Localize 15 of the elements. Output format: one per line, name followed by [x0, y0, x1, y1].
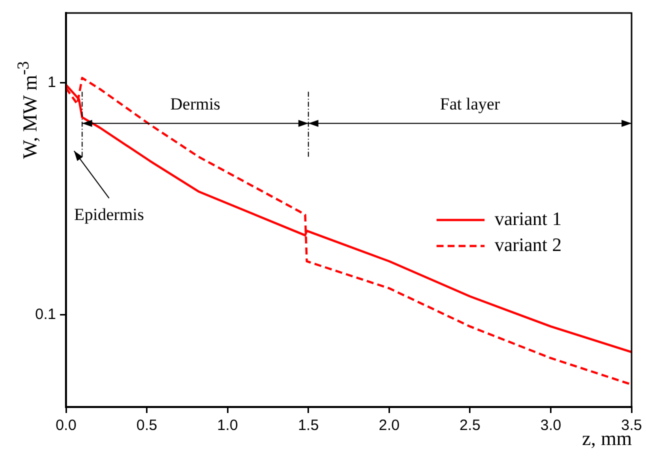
x-tick-label: 1.5	[298, 417, 319, 434]
legend-label: variant 1	[494, 208, 562, 230]
y-tick-label: 1	[48, 74, 56, 91]
x-tick-label: 2.5	[460, 417, 480, 434]
annotation: Fat layer	[440, 94, 500, 114]
x-tick-label: 3.5	[621, 417, 642, 434]
x-tick-label: 1.0	[217, 417, 238, 434]
annotation: Epidermis	[74, 204, 144, 224]
x-tick-label: 0.0	[56, 417, 76, 434]
annotation: Dermis	[170, 94, 220, 114]
y-tick-label: 0.1	[35, 306, 56, 323]
x-tick-label: 2.0	[378, 417, 400, 434]
x-tick-label: 3.0	[540, 417, 562, 434]
x-tick-label: 0.5	[136, 417, 158, 434]
legend-label: variant 2	[494, 234, 562, 256]
